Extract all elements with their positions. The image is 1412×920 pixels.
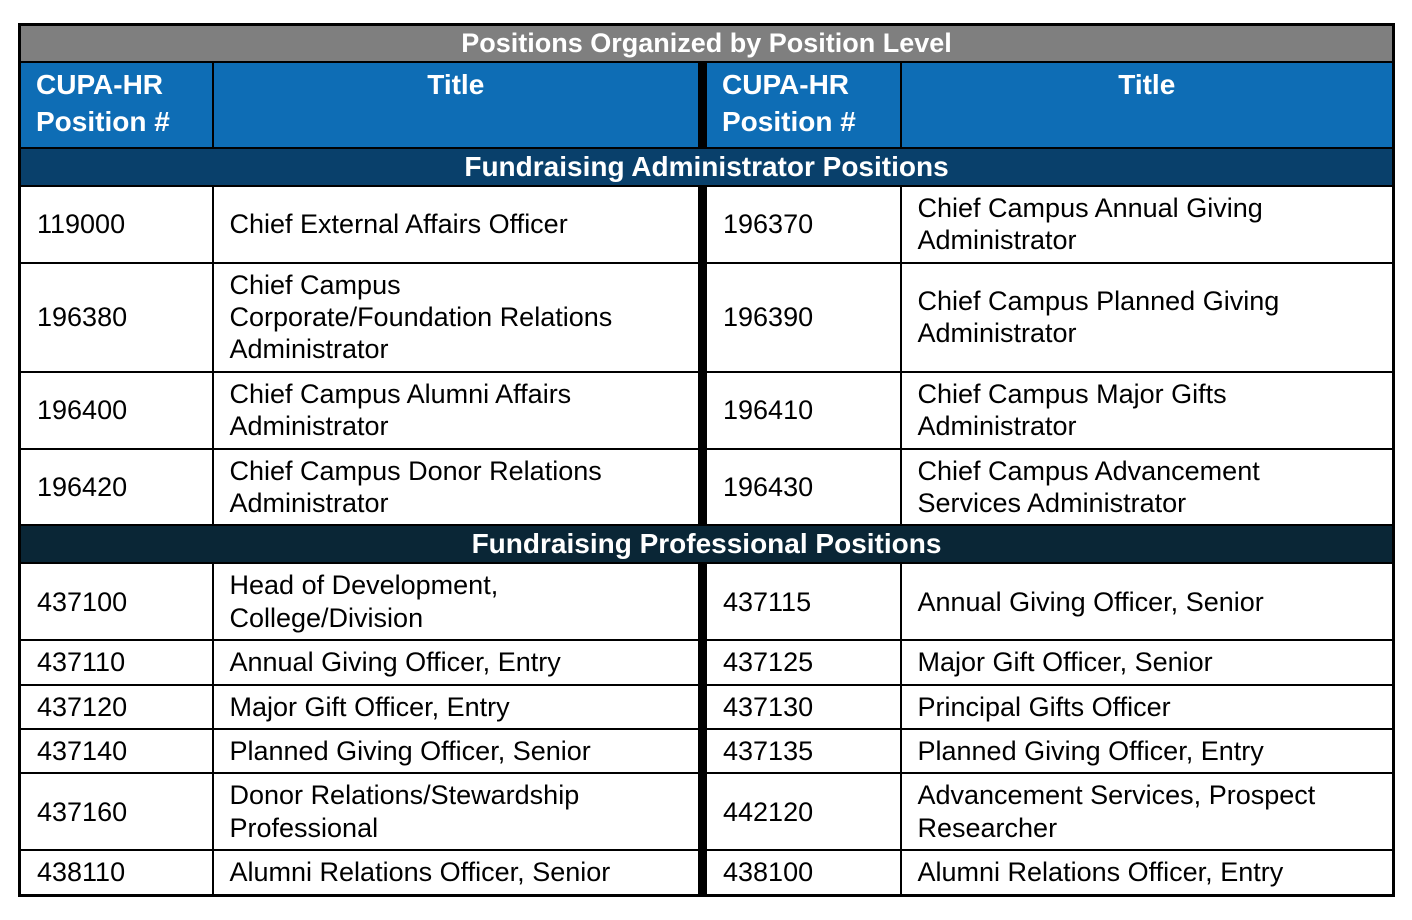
title-cell: Major Gift Officer, Senior (899, 639, 1395, 686)
position-number-cell: 438100 (698, 849, 902, 897)
section-band-label-2: Fundraising Professional Positions (18, 524, 1395, 565)
position-number-cell: 196430 (698, 447, 902, 527)
position-number-cell: 196380 (18, 261, 214, 373)
position-number-cell: 438110 (18, 849, 214, 897)
section-band-row: Fundraising Administrator Positions (18, 146, 1395, 187)
position-number-cell: 437135 (698, 727, 902, 775)
title-cell: Chief Campus Donor Relations Administrat… (211, 447, 704, 527)
position-number-cell: 196390 (698, 261, 902, 373)
position-number-cell: 437110 (18, 639, 214, 686)
position-number-cell: 437115 (698, 562, 902, 642)
title-cell: Planned Giving Officer, Entry (899, 727, 1395, 775)
table-body: Fundraising Administrator Positions 11900… (18, 146, 1395, 897)
title-cell: Annual Giving Officer, Entry (211, 639, 704, 686)
title-cell: Alumni Relations Officer, Senior (211, 849, 704, 897)
position-number-cell: 196410 (698, 370, 902, 450)
section-band-label-1: Fundraising Administrator Positions (18, 146, 1395, 187)
position-number-cell: 196370 (698, 184, 902, 264)
title-cell: Chief Campus Annual Giving Administrator (899, 184, 1395, 264)
position-number-cell: 442120 (698, 772, 902, 852)
column-header-row: CUPA-HR Position # Title CUPA-HR Positio… (18, 61, 1395, 149)
table-row: 196420 Chief Campus Donor Relations Admin… (18, 447, 1395, 527)
position-number-cell: 437120 (18, 683, 214, 730)
title-cell: Chief External Affairs Officer (211, 184, 704, 264)
table-row: 438110 Alumni Relations Officer, Senior 43… (18, 849, 1395, 897)
position-number-cell: 437130 (698, 683, 902, 730)
position-number-cell: 437100 (18, 562, 214, 642)
column-header-title-right: Title (899, 61, 1395, 149)
positions-table: Positions Organized by Position Level CU… (18, 23, 1396, 897)
table-row: 196400 Chief Campus Alumni Affairs Admini… (18, 370, 1395, 450)
document-page: Positions Organized by Position Level CU… (18, 23, 1396, 897)
column-header-title-left: Title (211, 61, 704, 149)
table-title: Positions Organized by Position Level (18, 23, 1395, 63)
title-cell: Planned Giving Officer, Senior (211, 727, 704, 775)
position-number-cell: 196420 (18, 447, 214, 527)
table-row: 196380 Chief Campus Corporate/Foundation … (18, 261, 1395, 373)
title-cell: Advancement Services, Prospect Researche… (899, 772, 1395, 852)
title-cell: Donor Relations/Stewardship Professional (211, 772, 704, 852)
position-number-cell: 437140 (18, 727, 214, 775)
title-cell: Alumni Relations Officer, Entry (899, 849, 1395, 897)
position-number-cell: 437125 (698, 639, 902, 686)
title-cell: Chief Campus Corporate/Foundation Relati… (211, 261, 704, 373)
table-row: 119000 Chief External Affairs Officer 1963… (18, 184, 1395, 264)
table-row: 437160 Donor Relations/Stewardship Profes… (18, 772, 1395, 852)
table-title-row: Positions Organized by Position Level (18, 23, 1395, 63)
table-row: 437110 Annual Giving Officer, Entry 437125… (18, 639, 1395, 686)
title-cell: Head of Development, College/Division (211, 562, 704, 642)
position-number-cell: 196400 (18, 370, 214, 450)
title-cell: Chief Campus Planned Giving Administrato… (899, 261, 1395, 373)
title-cell: Chief Campus Major Gifts Administrator (899, 370, 1395, 450)
position-number-cell: 437160 (18, 772, 214, 852)
column-header-position-right: CUPA-HR Position # (698, 61, 902, 149)
title-cell: Chief Campus Advancement Services Admini… (899, 447, 1395, 527)
title-cell: Principal Gifts Officer (899, 683, 1395, 730)
title-cell: Chief Campus Alumni Affairs Administrato… (211, 370, 704, 450)
table-row: 437100 Head of Development, College/Divis… (18, 562, 1395, 642)
position-number-cell: 119000 (18, 184, 214, 264)
column-header-position-left: CUPA-HR Position # (18, 61, 214, 149)
table-row: 437140 Planned Giving Officer, Senior 4371… (18, 727, 1395, 775)
table-row: 437120 Major Gift Officer, Entry 437130 Pri… (18, 683, 1395, 730)
section-band-row: Fundraising Professional Positions (18, 524, 1395, 565)
title-cell: Annual Giving Officer, Senior (899, 562, 1395, 642)
title-cell: Major Gift Officer, Entry (211, 683, 704, 730)
